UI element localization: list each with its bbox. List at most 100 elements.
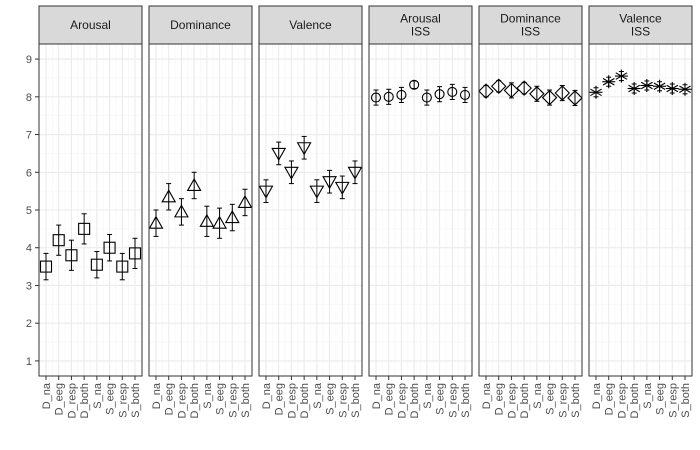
x-tick-label: D_both <box>189 383 201 418</box>
facet-title: ISS <box>521 25 540 39</box>
facet-strip <box>368 5 473 45</box>
error-bar <box>94 251 100 279</box>
data-point <box>665 82 679 96</box>
data-point <box>65 249 78 262</box>
x-tick-label: S_na <box>92 382 104 409</box>
x-tick-label: D_eeg <box>54 383 66 415</box>
data-point <box>459 89 471 100</box>
data-point <box>554 85 571 101</box>
panel-border <box>368 43 473 377</box>
facet-title: Valence <box>289 18 332 32</box>
y-tick-label: 3 <box>26 280 32 292</box>
x-tick-label: S_both <box>680 383 692 418</box>
facet-strip <box>38 5 143 45</box>
x-tick-label: D_resp <box>176 383 188 418</box>
data-point <box>237 194 253 209</box>
facet-title: Valence <box>619 12 662 26</box>
x-tick-label: D_both <box>409 383 421 418</box>
x-tick-label: S_resp <box>227 383 239 418</box>
error-bar <box>153 209 159 237</box>
data-point <box>322 176 338 190</box>
data-point <box>52 234 65 247</box>
x-tick-label: S_resp <box>117 383 129 418</box>
x-tick-label: D_eeg <box>494 383 506 415</box>
x-tick-label: S_eeg <box>655 383 667 415</box>
panel-border <box>478 43 583 377</box>
data-point <box>478 83 494 99</box>
x-tick-label: D_na <box>481 382 493 409</box>
data-point <box>224 209 240 224</box>
panel-border <box>588 43 693 377</box>
x-tick-label: S_eeg <box>545 383 557 415</box>
y-tick-label: 6 <box>26 167 32 179</box>
error-bar <box>68 239 74 271</box>
error-bar <box>132 237 138 269</box>
data-point <box>490 78 507 95</box>
panel-border <box>148 43 253 377</box>
y-axis: 1 2 3 4 5 6 7 8 9 <box>26 54 39 368</box>
data-point <box>90 258 103 271</box>
x-tick-label: D_na <box>151 382 163 409</box>
data-point <box>128 247 142 260</box>
error-bar <box>107 234 113 262</box>
data-point <box>421 92 432 103</box>
x-tick-label: D_na <box>41 382 53 409</box>
data-point <box>503 82 520 99</box>
y-tick-label: 7 <box>26 130 32 142</box>
data-point <box>640 79 654 92</box>
x-tick-label: S_both <box>570 383 582 418</box>
x-tick-label: S_na <box>202 382 214 409</box>
x-tick-label: S_eeg <box>325 383 337 415</box>
facet-title: ISS <box>631 25 650 39</box>
x-tick-label: S_na <box>642 382 654 409</box>
error-bar <box>229 203 235 232</box>
facet-panel: Arousal D_na D_eeg D_resp D_both S_na S_eeg S_r… <box>38 5 143 418</box>
x-tick-label: D_both <box>629 383 641 418</box>
data-point <box>434 89 445 100</box>
x-tick-label: D_eeg <box>274 383 286 415</box>
data-point <box>447 86 458 97</box>
data-point <box>409 79 420 90</box>
error-bar <box>56 224 62 256</box>
facet-title: Arousal <box>400 12 441 26</box>
x-tick-label: D_na <box>591 382 603 409</box>
x-tick-label: D_resp <box>396 383 408 418</box>
facet-strip <box>148 5 253 45</box>
x-tick-label: S_eeg <box>105 383 117 415</box>
facet-title: Dominance <box>500 12 561 26</box>
data-point <box>258 185 274 199</box>
y-tick-label: 1 <box>26 356 32 368</box>
x-tick-label: S_both <box>130 383 142 418</box>
error-bar <box>178 198 184 226</box>
data-point <box>283 166 299 180</box>
x-tick-label: S_both <box>350 383 362 418</box>
x-tick-label: D_na <box>371 382 383 409</box>
facet-strip <box>478 5 583 45</box>
y-tick-label: 8 <box>26 92 32 104</box>
data-point <box>383 91 394 102</box>
panel-border <box>258 43 363 377</box>
facet-title: Arousal <box>70 18 111 32</box>
y-tick-label: 4 <box>26 243 32 255</box>
x-tick-label: S_both <box>240 383 252 418</box>
data-point <box>529 86 545 102</box>
data-point <box>602 75 616 89</box>
data-point <box>173 204 189 218</box>
data-point <box>334 181 350 195</box>
facet-strip <box>258 5 363 45</box>
data-point <box>103 241 116 254</box>
data-point <box>627 82 641 96</box>
x-tick-label: S_na <box>312 382 324 409</box>
error-bar <box>166 183 172 211</box>
x-tick-label: S_na <box>532 382 544 409</box>
data-point <box>271 147 287 162</box>
x-tick-label: S_resp <box>447 383 459 418</box>
data-point <box>78 222 91 235</box>
x-tick-label: D_resp <box>506 383 518 418</box>
data-point <box>186 177 202 192</box>
data-point <box>370 92 382 103</box>
